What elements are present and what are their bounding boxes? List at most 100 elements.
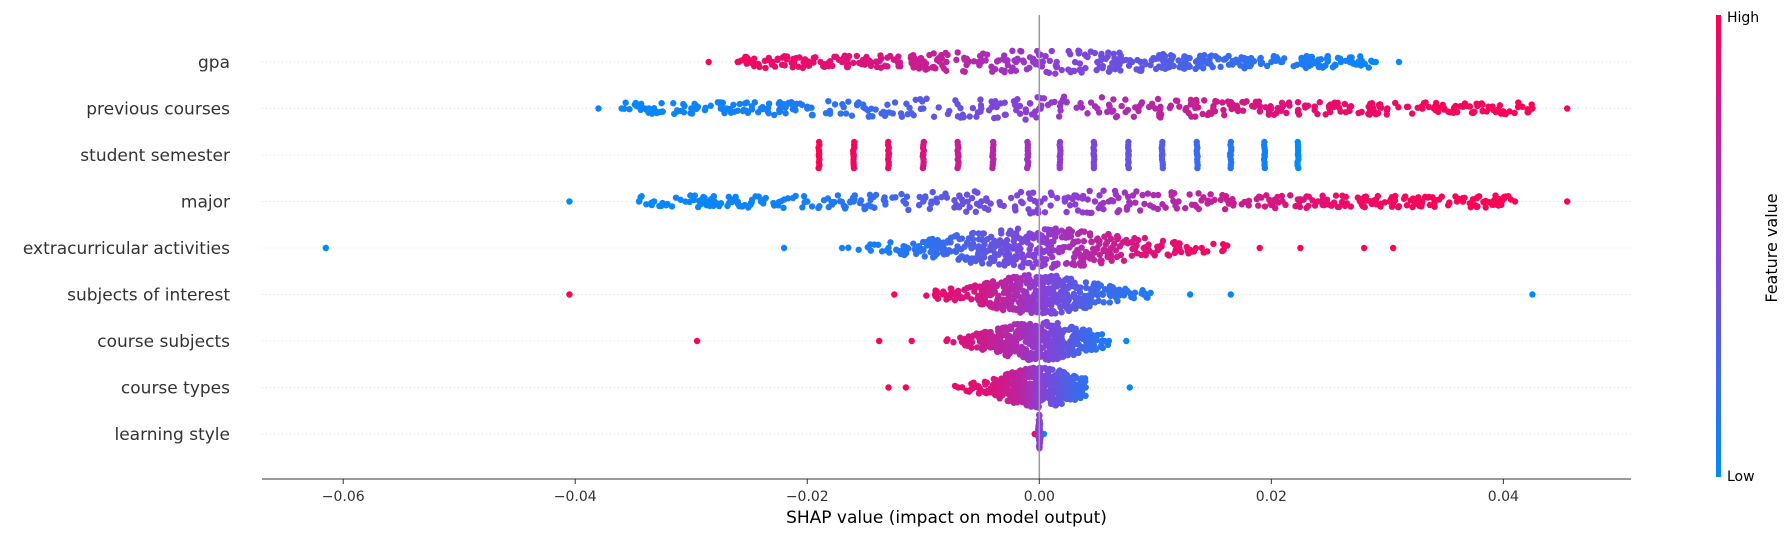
shap-point [850,164,858,172]
shap-point [736,100,743,108]
shap-point [1139,191,1146,199]
shap-point [1279,103,1287,110]
shap-point [1150,191,1157,199]
shap-point [885,164,892,172]
shap-point [1032,355,1039,363]
shap-point [1267,103,1274,110]
shap-point [1496,102,1504,109]
shap-point [1043,333,1051,341]
shap-point [952,97,959,104]
shap-point [1072,238,1079,245]
shap-point [1037,198,1044,206]
shap-point [1055,113,1063,120]
shap-point [1009,372,1016,379]
colorbar-low-label: Low [1727,469,1755,485]
shap-point [1015,335,1023,342]
shap-point [1022,288,1030,296]
shap-point [1285,99,1293,106]
shap-point [650,105,658,112]
shap-point [843,61,851,68]
shap-point [981,341,988,348]
shap-point [981,204,988,212]
shap-point [1395,203,1403,210]
shap-point [1094,235,1101,242]
shap-point [1506,108,1513,115]
shap-point [1107,235,1115,243]
feature-points-course-types [885,364,1134,411]
shap-point [1066,202,1074,209]
shap-point [1195,205,1203,213]
shap-point [966,113,973,120]
shap-point [1022,108,1030,116]
shap-point [1106,64,1114,71]
shap-point [1424,194,1432,201]
shap-point [1122,96,1129,103]
shap-point [658,202,665,210]
shap-point [1013,388,1020,396]
shap-point [566,198,573,205]
feature-points-previous-courses [595,93,1571,123]
shap-point [1021,348,1029,355]
shap-point [971,285,979,292]
shap-point [747,199,754,207]
shap-point [938,193,945,201]
feature-points-major [566,187,1571,217]
shap-point [1027,329,1034,336]
shap-point [1122,285,1129,293]
shap-point [1563,198,1571,205]
x-tick-label: −0.02 [786,489,829,505]
shap-point [955,203,962,211]
shap-point [1072,192,1080,199]
shap-point [1049,389,1057,396]
shap-point [1126,56,1134,64]
shap-point [1162,204,1169,211]
shap-point [780,204,787,212]
shap-point [1146,202,1154,209]
shap-point [1135,103,1143,110]
shap-point [751,99,759,106]
shap-point [799,204,806,211]
shap-point [991,255,998,263]
shap-point [1031,108,1039,115]
shap-point [740,106,747,114]
shap-point [805,62,812,69]
shap-point [1167,102,1175,109]
shap-point [1078,69,1085,76]
shap-point [1017,198,1025,205]
shap-point [1072,249,1079,257]
shap-point [873,63,881,71]
shap-point [953,56,960,64]
shap-point [989,278,997,285]
shap-point [1037,105,1044,112]
shap-point [995,292,1002,299]
shap-point [1018,343,1025,351]
shap-point [1203,60,1211,67]
shap-point [1147,289,1154,297]
shap-point [1091,198,1099,205]
shap-point [969,104,977,112]
shap-point [1017,277,1024,284]
x-tick-label: −0.04 [554,489,597,505]
shap-point [1066,244,1073,251]
shap-point [1141,200,1148,208]
shap-point [1010,345,1017,353]
shap-point [983,328,990,336]
shap-point [1307,61,1315,69]
shap-point [1120,57,1127,64]
shap-point [980,230,987,237]
shap-point [1134,56,1141,64]
shap-point [975,236,983,243]
shap-point [966,203,973,211]
shap-point [1065,226,1073,233]
shap-point [1080,262,1087,269]
shap-point [1004,62,1012,69]
shap-point [1025,190,1033,197]
shap-points [322,47,1571,452]
shap-point [1045,393,1052,401]
shap-point [855,99,862,106]
shap-point [845,244,852,251]
shap-point [1026,300,1033,307]
shap-point [1044,299,1051,306]
shap-point [1478,100,1485,107]
shap-point [1032,61,1039,68]
